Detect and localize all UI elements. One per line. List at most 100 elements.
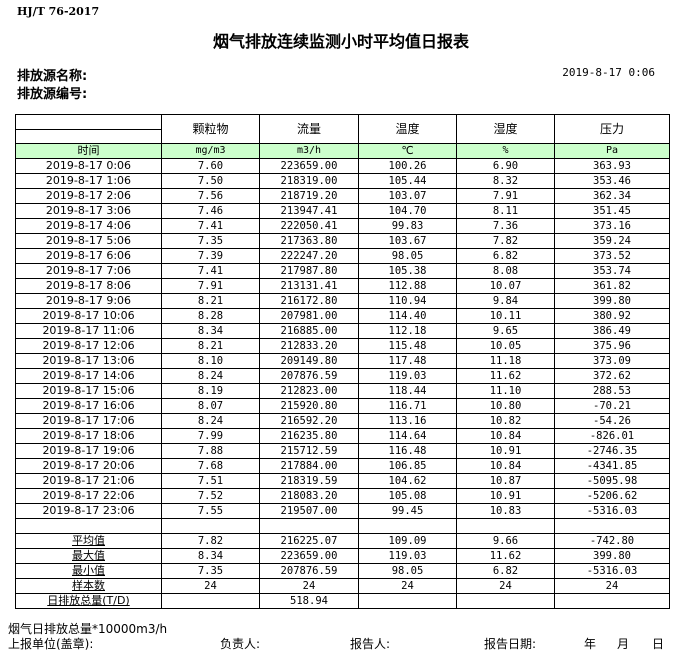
cell-temperature: 99.45 — [358, 503, 457, 519]
table-row: 2019-8-17 14:06 8.24 207876.59 119.03 11.62 3… — [15, 368, 670, 384]
cell-pressure: -826.01 — [554, 428, 670, 444]
source-id-label: 排放源编号: — [17, 87, 88, 102]
cell-humidity: 24 — [456, 578, 555, 594]
header-temperature: 温度 — [358, 114, 457, 144]
unit-temperature: ℃ — [358, 143, 457, 159]
cell-pressure: 372.62 — [554, 368, 670, 384]
unit-particulate: mg/m3 — [161, 143, 260, 159]
cell-temperature: 109.09 — [358, 533, 457, 549]
cell-particulate — [161, 593, 260, 609]
cell-humidity: 10.83 — [456, 503, 555, 519]
cell-flow: 207876.59 — [259, 563, 359, 579]
cell-temperature — [358, 593, 457, 609]
cell-temperature: 99.83 — [358, 218, 457, 234]
table-row: 2019-8-17 5:06 7.35 217363.80 103.67 7.82 359… — [15, 233, 670, 249]
cell-time: 最小值 — [15, 563, 162, 579]
cell-flow: 207981.00 — [259, 308, 359, 324]
cell-humidity: 10.84 — [456, 458, 555, 474]
cell-humidity: 6.82 — [456, 563, 555, 579]
cell-time: 2019-8-17 3:06 — [15, 203, 162, 219]
cell-particulate: 7.68 — [161, 458, 260, 474]
cell-temperature: 103.67 — [358, 233, 457, 249]
cell-temperature: 116.48 — [358, 443, 457, 459]
cell-humidity: 11.18 — [456, 353, 555, 369]
table-row: 2019-8-17 13:06 8.10 209149.80 117.48 11.18 3… — [15, 353, 670, 369]
footer-note: 烟气日排放总量*10000m3/h — [8, 622, 168, 636]
cell-pressure: 351.45 — [554, 203, 670, 219]
cell-flow: 216885.00 — [259, 323, 359, 339]
standard-code: HJ/T 76-2017 — [17, 5, 100, 18]
table-row: 2019-8-17 11:06 8.34 216885.00 112.18 9.65 38… — [15, 323, 670, 339]
table-row: 2019-8-17 8:06 7.91 213131.41 112.88 10.07 36… — [15, 278, 670, 294]
cell-flow: 216172.80 — [259, 293, 359, 309]
cell-time: 2019-8-17 4:06 — [15, 218, 162, 234]
cell-particulate: 7.99 — [161, 428, 260, 444]
blank-cell — [554, 518, 670, 534]
cell-particulate: 8.34 — [161, 548, 260, 564]
cell-humidity: 9.84 — [456, 293, 555, 309]
cell-pressure: 399.80 — [554, 548, 670, 564]
table-row: 2019-8-17 22:06 7.52 218083.20 105.08 10.91-… — [15, 488, 670, 504]
summary-row: 最小值 7.35 207876.59 98.05 6.82 -5316.03 — [15, 563, 670, 579]
cell-pressure: -2746.35 — [554, 443, 670, 459]
cell-time: 2019-8-17 14:06 — [15, 368, 162, 384]
cell-time: 2019-8-17 9:06 — [15, 293, 162, 309]
cell-time: 2019-8-17 22:06 — [15, 488, 162, 504]
cell-time: 2019-8-17 11:06 — [15, 323, 162, 339]
summary-row: 样本数 24 24 24 24 24 — [15, 578, 670, 594]
header-particulate: 颗粒物 — [161, 114, 260, 144]
unit-flow: m3/h — [259, 143, 359, 159]
header-corner-cell — [15, 114, 162, 144]
cell-temperature: 114.40 — [358, 308, 457, 324]
cell-humidity: 8.11 — [456, 203, 555, 219]
table-row: 2019-8-17 4:06 7.41 222050.41 99.83 7.36 373.… — [15, 218, 670, 234]
cell-humidity: 10.11 — [456, 308, 555, 324]
cell-flow: 207876.59 — [259, 368, 359, 384]
cell-flow: 518.94 — [259, 593, 359, 609]
cell-temperature: 103.07 — [358, 188, 457, 204]
cell-flow: 24 — [259, 578, 359, 594]
cell-time: 2019-8-17 0:06 — [15, 158, 162, 174]
cell-pressure: -4341.85 — [554, 458, 670, 474]
cell-pressure: 353.74 — [554, 263, 670, 279]
cell-time: 2019-8-17 15:06 — [15, 383, 162, 399]
cell-humidity: 10.91 — [456, 488, 555, 504]
cell-humidity: 10.91 — [456, 443, 555, 459]
cell-flow: 218719.20 — [259, 188, 359, 204]
cell-temperature: 110.94 — [358, 293, 457, 309]
cell-pressure: 375.96 — [554, 338, 670, 354]
cell-humidity: 10.87 — [456, 473, 555, 489]
unit-humidity: % — [456, 143, 555, 159]
table-row: 2019-8-17 20:06 7.68 217884.00 106.85 10.84-… — [15, 458, 670, 474]
cell-particulate: 7.91 — [161, 278, 260, 294]
cell-humidity: 10.07 — [456, 278, 555, 294]
cell-humidity: 11.10 — [456, 383, 555, 399]
cell-time: 2019-8-17 2:06 — [15, 188, 162, 204]
cell-pressure: 359.24 — [554, 233, 670, 249]
cell-flow: 216592.20 — [259, 413, 359, 429]
cell-particulate: 7.60 — [161, 158, 260, 174]
cell-humidity: 11.62 — [456, 368, 555, 384]
blank-cell — [161, 518, 260, 534]
cell-pressure: 361.82 — [554, 278, 670, 294]
cell-pressure: -5095.98 — [554, 473, 670, 489]
cell-particulate: 24 — [161, 578, 260, 594]
cell-temperature: 119.03 — [358, 548, 457, 564]
cell-humidity: 7.82 — [456, 233, 555, 249]
cell-time: 2019-8-17 7:06 — [15, 263, 162, 279]
cell-flow: 222050.41 — [259, 218, 359, 234]
reporting-unit-label: 上报单位(盖章): — [8, 637, 94, 651]
cell-flow: 222247.20 — [259, 248, 359, 264]
table-row: 2019-8-17 6:06 7.39 222247.20 98.05 6.82 373.… — [15, 248, 670, 264]
table-row: 2019-8-17 12:06 8.21 212833.20 115.48 10.05 3… — [15, 338, 670, 354]
cell-particulate: 8.21 — [161, 293, 260, 309]
cell-temperature: 104.62 — [358, 473, 457, 489]
cell-humidity: 7.91 — [456, 188, 555, 204]
cell-pressure: 353.46 — [554, 173, 670, 189]
cell-flow: 219507.00 — [259, 503, 359, 519]
cell-time: 2019-8-17 17:06 — [15, 413, 162, 429]
cell-pressure: -70.21 — [554, 398, 670, 414]
cell-pressure: 363.93 — [554, 158, 670, 174]
header-flow: 流量 — [259, 114, 359, 144]
table-row: 2019-8-17 21:06 7.51 218319.59 104.62 10.87-… — [15, 473, 670, 489]
